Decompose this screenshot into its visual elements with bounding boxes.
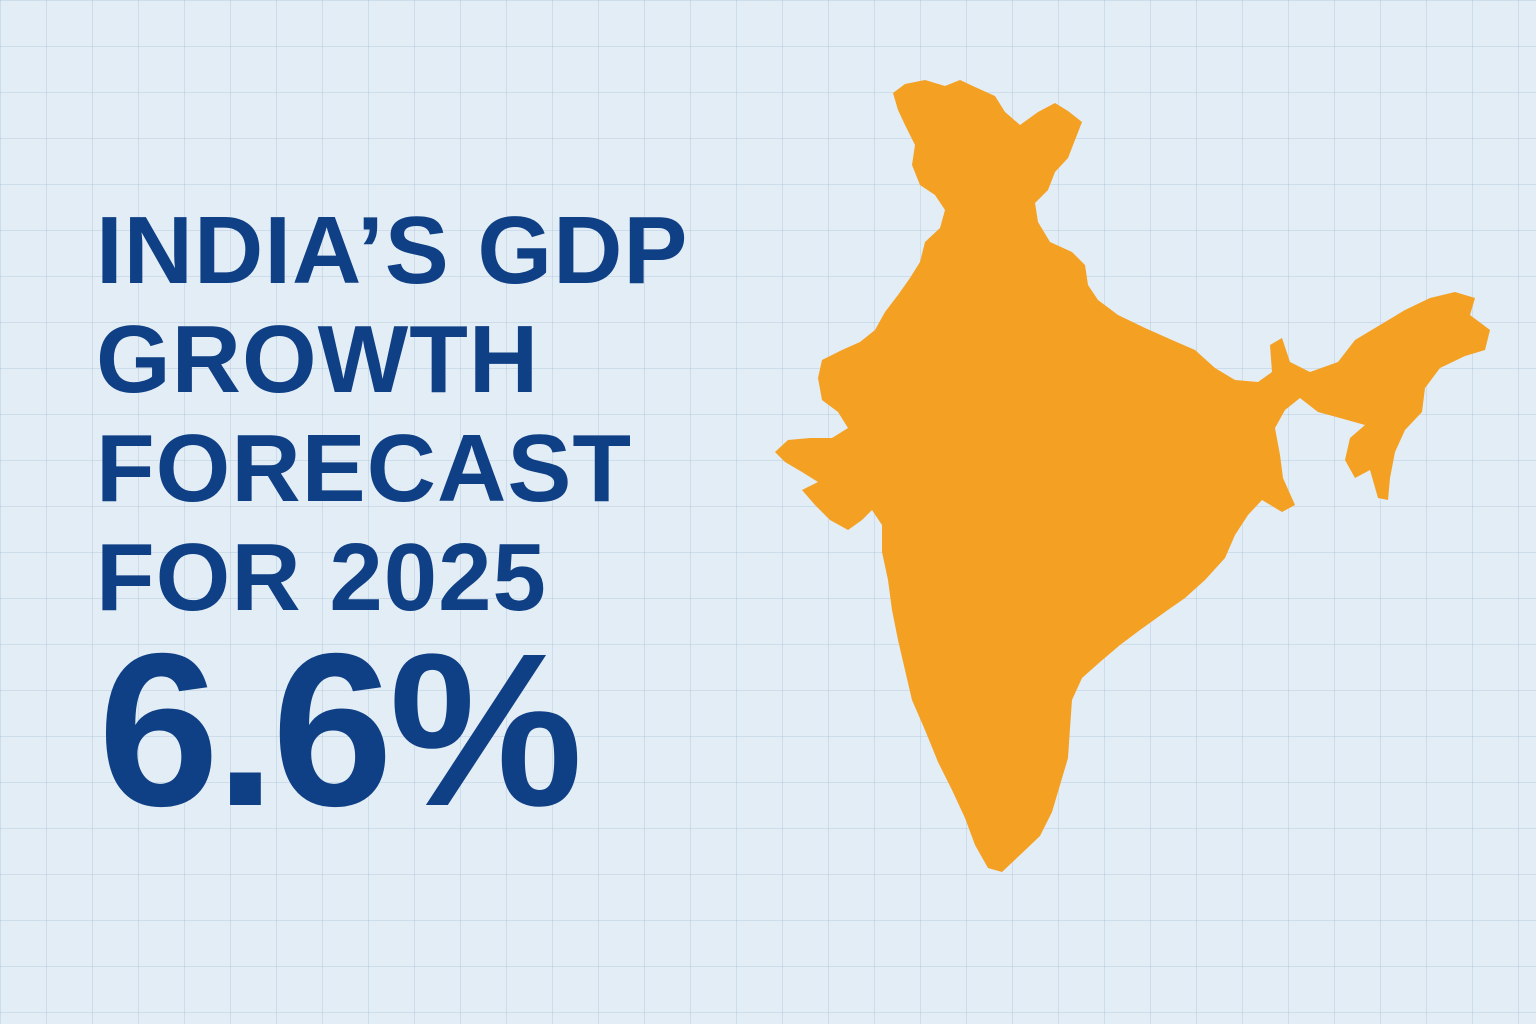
- growth-forecast-value: 6.6%: [98, 609, 583, 852]
- headline: INDIA’S GDP GROWTH FORECAST FOR 2025: [96, 196, 688, 632]
- headline-line-4: FOR 2025: [96, 524, 547, 631]
- headline-line-1: INDIA’S GDP: [96, 197, 689, 304]
- headline-line-3: FORECAST: [96, 415, 632, 522]
- india-map-shape: [775, 80, 1490, 872]
- headline-line-2: GROWTH: [96, 306, 540, 413]
- india-map-icon: [775, 80, 1490, 872]
